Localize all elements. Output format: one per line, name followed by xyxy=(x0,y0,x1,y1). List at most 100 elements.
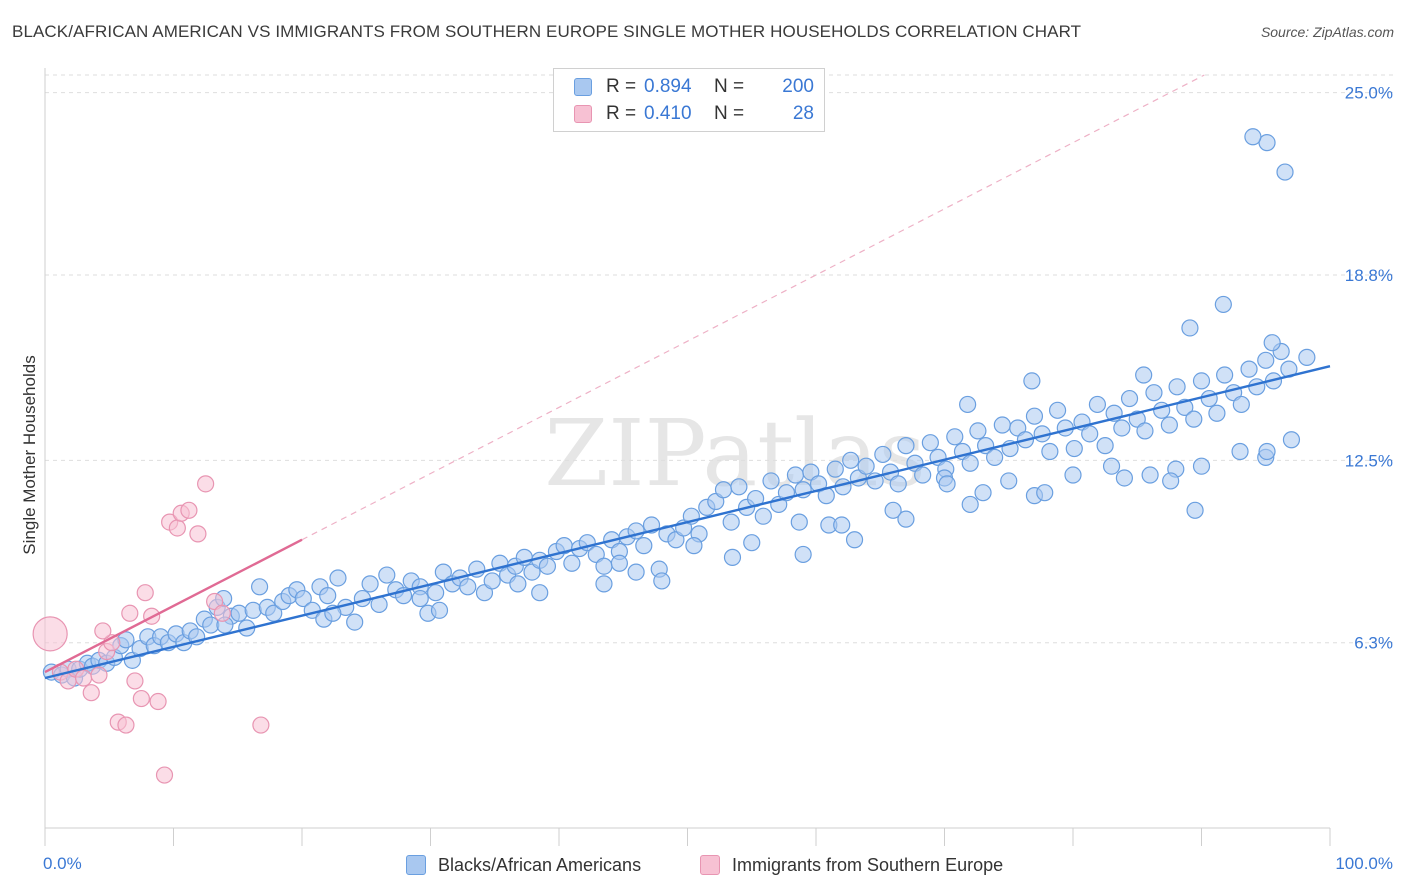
point-blacks xyxy=(1185,410,1203,428)
point-blacks xyxy=(833,516,851,534)
legend-r-value: 0.894 xyxy=(644,76,692,97)
point-blacks xyxy=(1214,295,1232,314)
y-axis-title: Single Mother Households xyxy=(20,355,39,554)
point-blacks xyxy=(794,545,812,564)
bottom-legend-label: Blacks/African Americans xyxy=(438,854,642,875)
point-blacks xyxy=(1081,425,1099,443)
point-blacks xyxy=(961,454,979,472)
point-immigrants xyxy=(168,519,186,537)
point-blacks xyxy=(1102,457,1121,475)
bottom-legend-immigrants: Immigrants from Southern Europe xyxy=(700,852,1003,878)
legend-n-label: N = xyxy=(714,76,745,97)
point-blacks xyxy=(244,601,262,619)
legend-row-immigrants: R = 0.410 N = 28 xyxy=(574,101,814,127)
point-blacks xyxy=(329,569,347,587)
point-blacks xyxy=(1232,395,1250,414)
point-blacks xyxy=(635,537,653,555)
pink-trend-line xyxy=(44,538,303,674)
point-blacks xyxy=(1162,472,1180,490)
point-blacks xyxy=(845,531,864,549)
point-blacks xyxy=(961,495,979,514)
x-tick-label: 0.0% xyxy=(43,854,82,873)
point-blacks xyxy=(1135,366,1153,384)
point-blacks xyxy=(1115,469,1134,487)
point-blacks xyxy=(1181,319,1199,337)
point-blacks xyxy=(714,481,733,499)
point-immigrants xyxy=(90,666,108,684)
point-immigrants xyxy=(32,616,68,652)
point-blacks xyxy=(1282,431,1301,449)
point-blacks xyxy=(319,587,337,605)
point-immigrants xyxy=(132,689,150,708)
point-blacks xyxy=(974,484,992,502)
point-blacks xyxy=(959,395,977,414)
point-blacks xyxy=(1192,457,1211,475)
point-blacks xyxy=(509,575,527,593)
bottom-legend-blacks: Blacks/African Americans xyxy=(406,852,641,878)
point-blacks xyxy=(897,437,915,455)
point-blacks xyxy=(1036,484,1054,502)
point-blacks xyxy=(459,578,477,596)
point-blacks xyxy=(914,466,932,484)
point-blacks xyxy=(1120,389,1139,408)
legend-swatch-blue xyxy=(574,78,592,96)
point-blacks xyxy=(1145,384,1163,402)
point-blacks xyxy=(889,475,907,493)
bottom-legend-label: Immigrants from Southern Europe xyxy=(732,854,1004,875)
point-blacks xyxy=(483,572,501,590)
point-blacks xyxy=(685,537,703,555)
point-blacks xyxy=(1263,334,1281,352)
point-blacks xyxy=(1248,378,1266,396)
point-blacks xyxy=(653,572,671,590)
point-immigrants xyxy=(213,604,231,622)
point-blacks xyxy=(1096,437,1114,455)
point-blacks xyxy=(346,613,364,631)
point-blacks xyxy=(595,575,613,593)
bottom-legend-swatch-blue xyxy=(406,855,426,875)
point-blacks xyxy=(1216,366,1234,384)
point-blacks xyxy=(993,416,1011,434)
legend-n-label: N = xyxy=(714,103,745,124)
legend-r-label: R = xyxy=(606,103,637,124)
point-blacks xyxy=(1136,422,1154,440)
legend-r-value: 0.410 xyxy=(644,103,692,124)
y-tick-label: 18.8% xyxy=(1345,266,1393,285)
point-blacks xyxy=(921,434,939,452)
point-blacks xyxy=(723,548,742,566)
point-blacks xyxy=(969,422,987,440)
source-label: Source: ZipAtlas.com xyxy=(1260,24,1394,40)
point-blacks xyxy=(938,475,956,493)
point-blacks xyxy=(722,513,740,531)
point-blacks xyxy=(946,428,964,446)
point-blacks xyxy=(1113,419,1131,437)
point-blacks xyxy=(411,589,429,608)
point-blacks xyxy=(427,584,445,602)
point-immigrants xyxy=(149,692,167,711)
y-tick-label: 12.5% xyxy=(1345,451,1393,470)
point-immigrants xyxy=(94,622,112,640)
legend-r-label: R = xyxy=(606,76,637,97)
point-blacks xyxy=(1023,372,1041,390)
legend-row-blacks: R = 0.894 N = 200 xyxy=(574,74,814,100)
chart-title: BLACK/AFRICAN AMERICAN VS IMMIGRANTS FRO… xyxy=(12,22,1082,41)
legend-n-value: 200 xyxy=(782,76,814,97)
point-immigrants xyxy=(121,604,139,622)
point-immigrants xyxy=(252,716,270,734)
point-blacks xyxy=(743,534,761,552)
point-immigrants xyxy=(180,501,198,519)
point-blacks xyxy=(563,554,581,572)
point-blacks xyxy=(531,584,549,602)
point-blacks xyxy=(1168,378,1186,396)
legend-swatch-pink xyxy=(574,105,592,123)
bottom-legend-swatch-pink xyxy=(700,855,720,875)
point-blacks xyxy=(1065,439,1083,458)
point-blacks xyxy=(1257,351,1275,369)
point-blacks xyxy=(378,566,396,584)
point-blacks xyxy=(730,478,748,496)
point-blacks xyxy=(1000,472,1018,490)
blue-trend-line xyxy=(44,365,1331,680)
point-blacks xyxy=(250,578,269,596)
legend-n-value: 28 xyxy=(792,103,814,124)
point-blacks xyxy=(874,445,892,464)
point-blacks xyxy=(842,451,860,469)
